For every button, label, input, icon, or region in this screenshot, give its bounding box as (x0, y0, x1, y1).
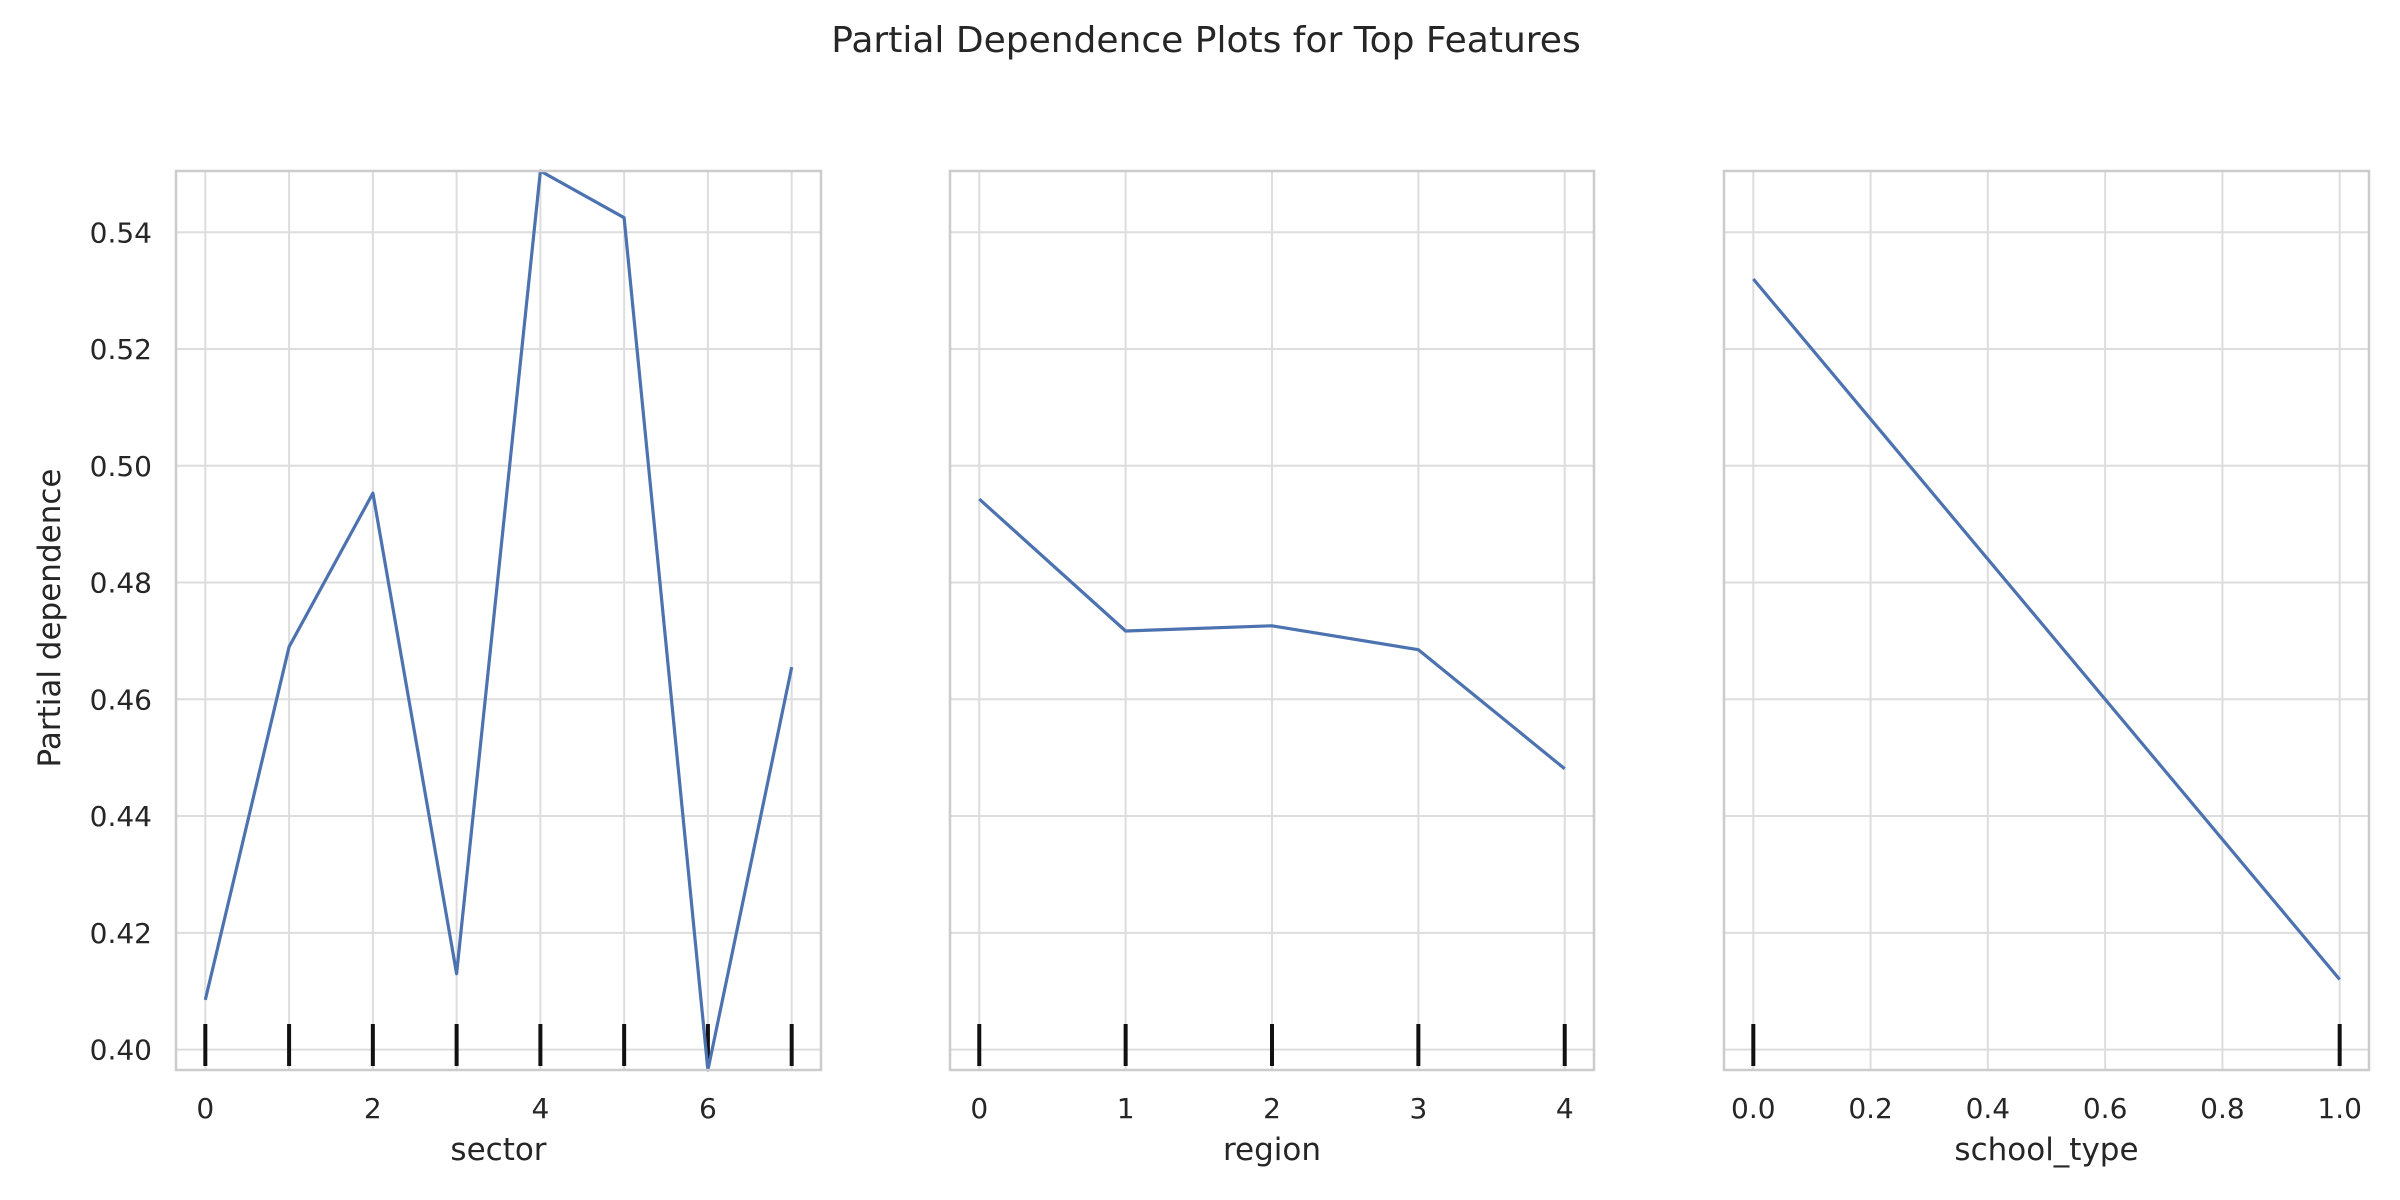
x-tick-label: 4 (531, 1092, 549, 1125)
axes-frame (174, 169, 823, 1072)
y-axis-label: Partial dependence (32, 469, 68, 768)
pd-panel-2: 0 1 2 3 4 region (948, 169, 1596, 1168)
y-tick-label: 0.52 (90, 333, 152, 366)
axes-frame (1722, 169, 2371, 1072)
x-tick-label: 0.6 (2083, 1092, 2128, 1125)
y-tick-label: 0.54 (90, 216, 152, 249)
x-tick-label: 3 (1409, 1092, 1427, 1125)
x-axis-label: school_type (1954, 1132, 2138, 1168)
y-tick-label: 0.50 (90, 450, 152, 483)
x-tick-label: 2 (1263, 1092, 1281, 1125)
y-tick-label: 0.44 (90, 800, 152, 833)
pd-line-school_type (1752, 277, 2341, 981)
panels: 0 2 4 60.400.420.440.460.480.500.520.54sect… (90, 169, 2371, 1168)
x-axis-label: sector (450, 1132, 546, 1168)
x-tick-label: 0.2 (1848, 1092, 1893, 1125)
y-tick-label: 0.42 (90, 917, 152, 950)
pd-line-region (978, 497, 1566, 771)
x-tick-label: 1 (1117, 1092, 1135, 1125)
x-tick-label: 0 (970, 1092, 988, 1125)
x-tick-label: 0 (196, 1092, 214, 1125)
x-tick-label: 0.0 (1731, 1092, 1776, 1125)
figure-title: Partial Dependence Plots for Top Feature… (831, 20, 1580, 61)
pd-panel-3: 0.0 0.2 0.4 0.6 0.8 1.0 school_type (1722, 169, 2371, 1168)
pd-line-sector (203, 169, 794, 1072)
x-tick-label: 2 (364, 1092, 382, 1125)
axes-frame (948, 169, 1596, 1072)
x-tick-label: 6 (699, 1092, 717, 1125)
x-tick-label: 1.0 (2317, 1092, 2362, 1125)
x-tick-label: 0.4 (1966, 1092, 2011, 1125)
pd-panel-1: 0 2 4 6 0.40 0.42 0.44 0.46 0.48 0.50 0.52 0.54 sect… (90, 169, 823, 1168)
x-tick-label: 0.8 (2200, 1092, 2245, 1125)
y-tick-label: 0.48 (90, 567, 152, 600)
y-tick-label: 0.46 (90, 683, 152, 716)
x-axis-label: region (1223, 1132, 1321, 1168)
x-tick-label: 4 (1556, 1092, 1574, 1125)
y-tick-label: 0.40 (90, 1034, 152, 1067)
